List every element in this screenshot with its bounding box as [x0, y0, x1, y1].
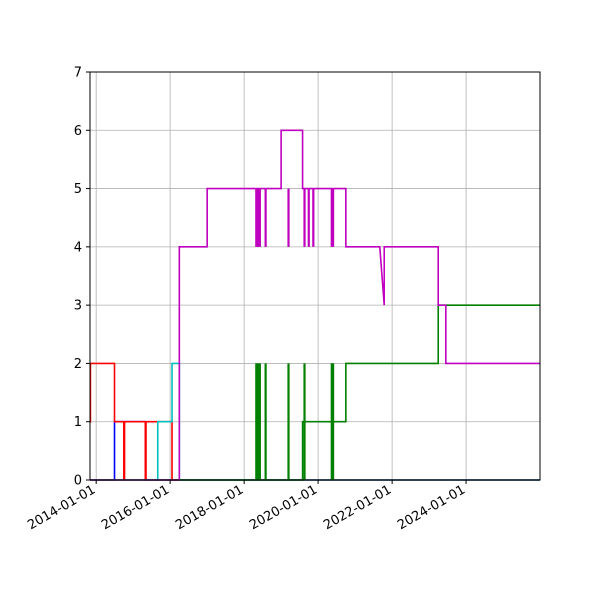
y-tick-label: 7 [74, 66, 82, 81]
series-line-3 [90, 304, 540, 481]
y-tick-label: 4 [74, 240, 82, 255]
x-tick-label: 2024-01-01 [395, 482, 468, 533]
x-tick-label: 2018-01-01 [173, 482, 246, 533]
series-line-4 [90, 129, 540, 481]
plot-series [89, 129, 540, 481]
y-tick-label: 3 [74, 299, 82, 314]
y-tick-label: 2 [74, 357, 82, 372]
x-tick-label: 2016-01-01 [99, 482, 172, 533]
grid [90, 71, 540, 481]
x-tick-label: 2022-01-01 [321, 482, 394, 533]
y-tick-label: 0 [74, 474, 82, 489]
x-tick-label: 2014-01-01 [25, 482, 98, 533]
y-tick-label: 5 [74, 182, 82, 197]
y-tick-label: 6 [74, 124, 82, 139]
x-tick-label: 2020-01-01 [247, 482, 320, 533]
axes-frame [89, 71, 541, 481]
y-tick-label: 1 [74, 415, 82, 430]
